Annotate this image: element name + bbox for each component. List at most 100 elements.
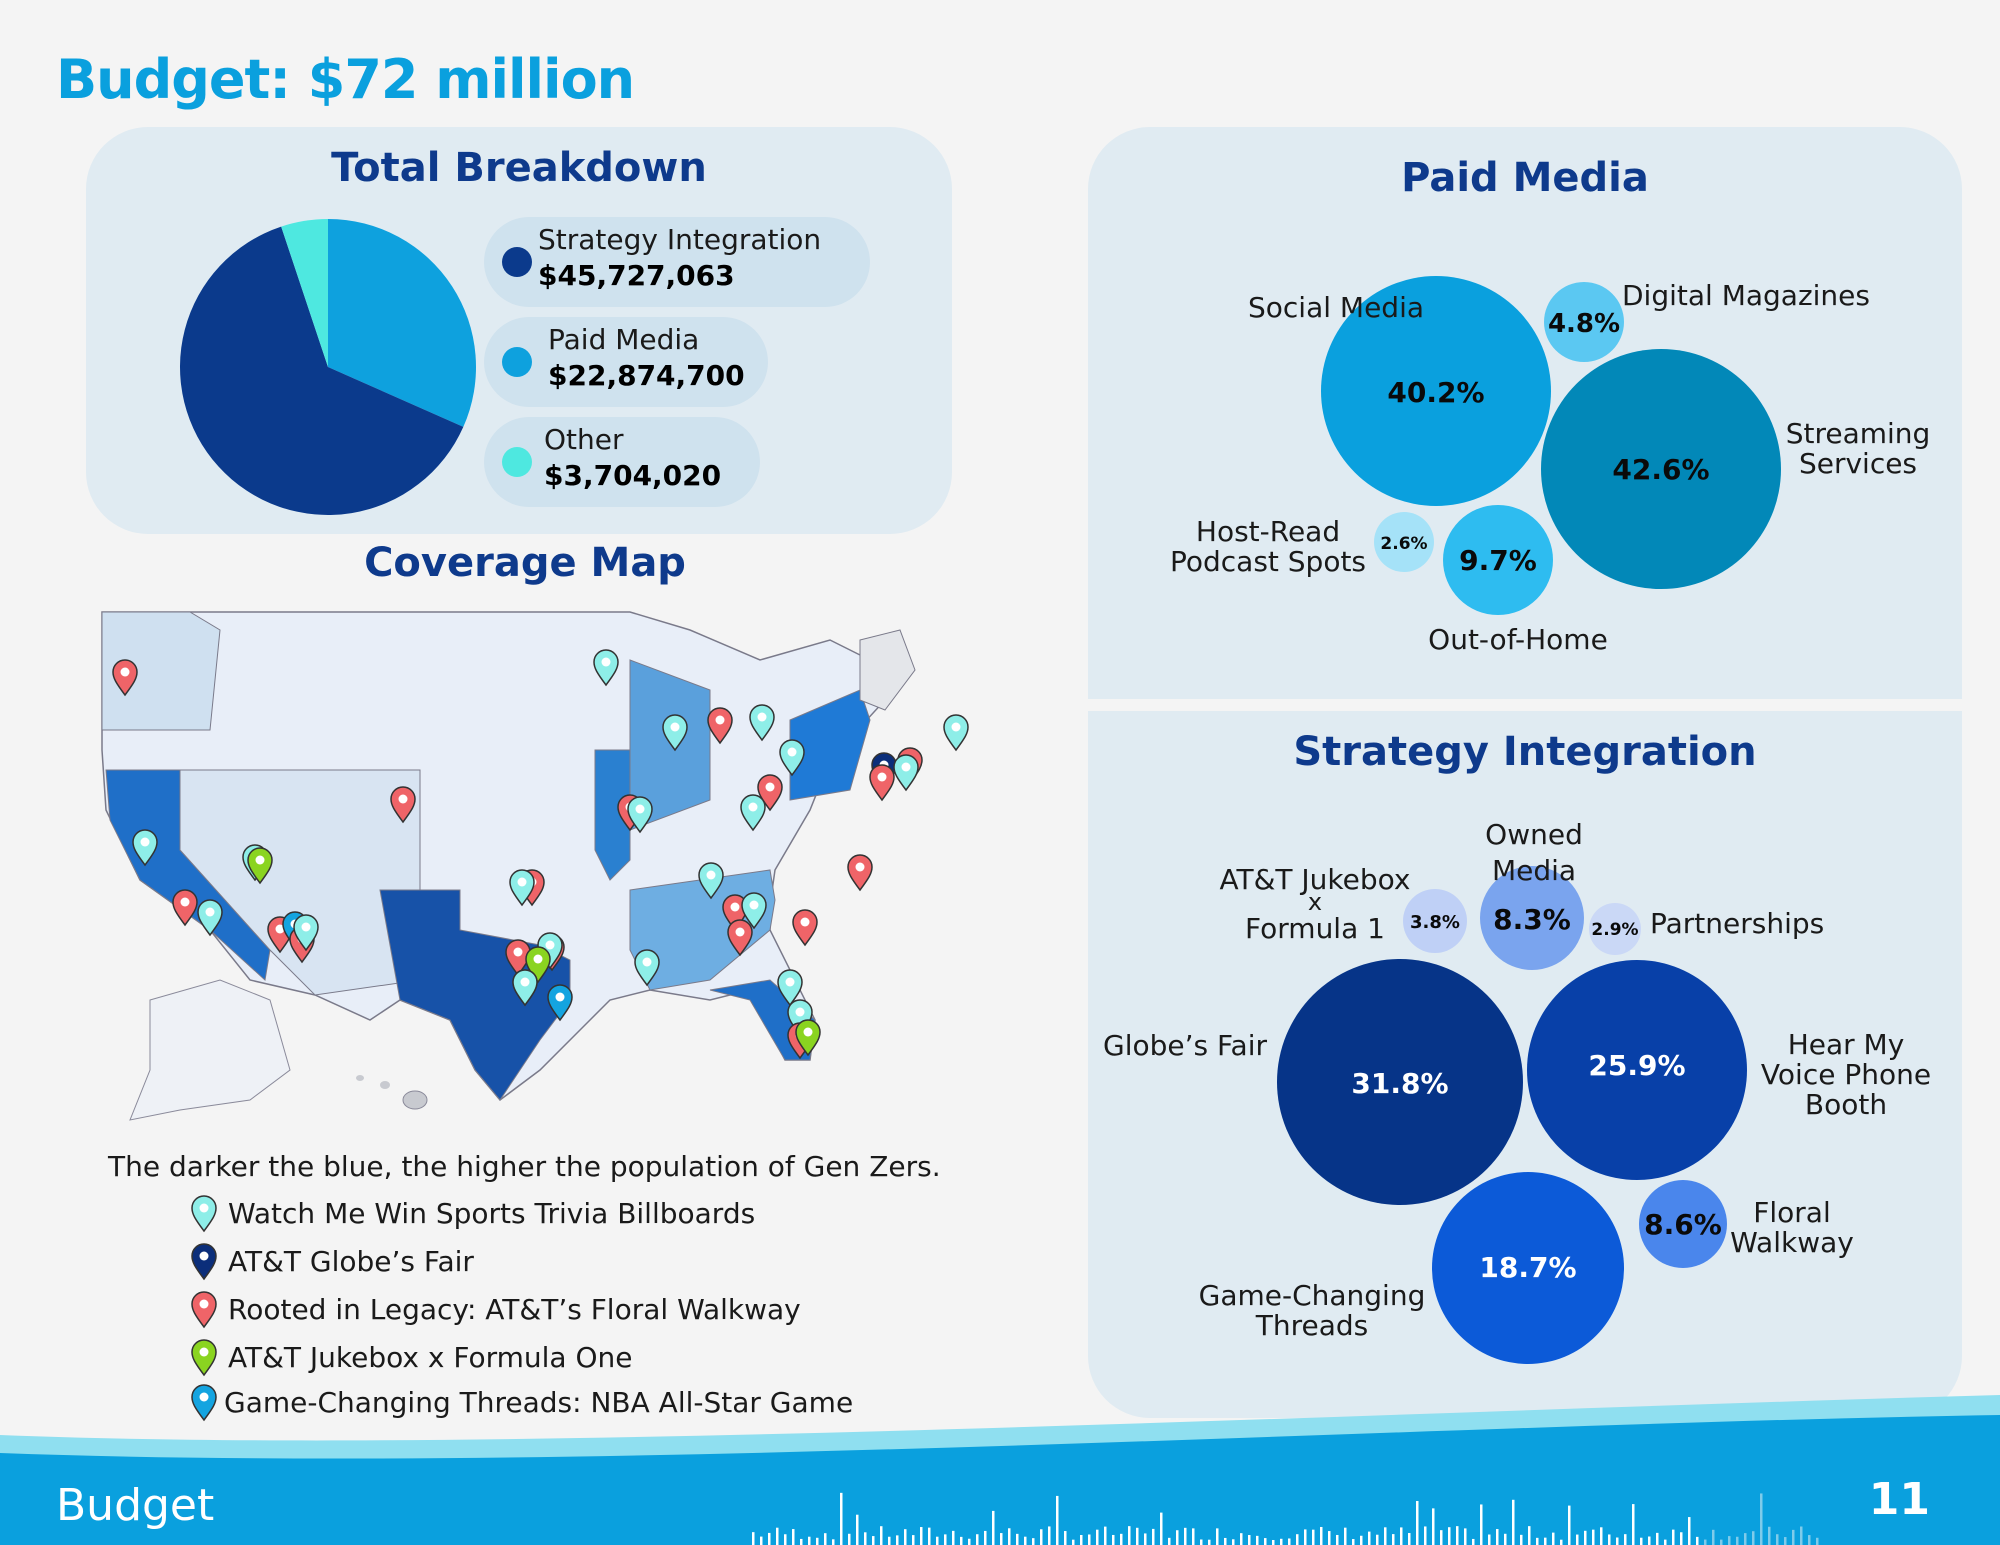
map-pin-floral-walkway[interactable] <box>792 909 818 946</box>
legend-other: Other $3,704,020 <box>484 417 760 507</box>
soundwave-bar <box>904 1529 907 1545</box>
soundwave-bar <box>1696 1536 1699 1545</box>
bubble-label: Threads <box>1255 1309 1369 1342</box>
region-illinois <box>594 749 631 881</box>
pie-slice-paid-media <box>328 219 476 427</box>
soundwave-bar <box>1160 1512 1163 1545</box>
soundwave-bar <box>1040 1529 1043 1545</box>
soundwave-bar <box>1368 1531 1371 1545</box>
bubble-label: Streaming <box>1786 417 1931 450</box>
soundwave-bar <box>1544 1537 1547 1545</box>
soundwave-bar <box>1208 1539 1211 1545</box>
bubble-pct: 3.8% <box>1410 912 1460 933</box>
soundwave-bar <box>1672 1529 1675 1545</box>
map-pin-sports-trivia[interactable] <box>893 754 919 791</box>
bubble-label: Globe’s Fair <box>1103 1029 1267 1062</box>
legend-label: Paid Media <box>548 323 700 356</box>
soundwave-bar <box>1728 1536 1731 1545</box>
soundwave-bar <box>1264 1538 1267 1545</box>
soundwave-bar <box>1600 1527 1603 1545</box>
map-pin-floral-walkway[interactable] <box>869 764 895 801</box>
bubble-pct: 2.6% <box>1380 534 1427 554</box>
bubble-label: Out-of-Home <box>1428 623 1608 656</box>
bubble-label: x <box>1308 888 1322 916</box>
soundwave-bar <box>1128 1526 1131 1545</box>
soundwave-bar <box>1752 1531 1755 1545</box>
coverage-map-title: Coverage Map <box>364 540 686 586</box>
footer-wave-main <box>0 1415 2000 1545</box>
map-pin-sports-trivia[interactable] <box>943 714 969 751</box>
soundwave-bar <box>1744 1533 1747 1545</box>
soundwave-bar <box>1464 1528 1467 1545</box>
strategy-integration-bubble-chart: 8.3% Owned Media 3.8% AT&T Jukebox x For… <box>1103 818 1931 1364</box>
bubble-label: Media <box>1492 854 1576 887</box>
bubble-label: Game-Changing <box>1199 1279 1426 1312</box>
soundwave-bar <box>848 1533 851 1545</box>
legend-dot <box>502 447 532 477</box>
soundwave-bar <box>1096 1529 1099 1545</box>
soundwave-bar <box>1608 1534 1611 1545</box>
soundwave-bar <box>1256 1535 1259 1545</box>
legend-paid-media: Paid Media $22,874,700 <box>484 317 768 407</box>
soundwave-bar <box>1504 1533 1507 1545</box>
footer-section-title: Budget <box>56 1480 215 1531</box>
bubble-hear-my-voice <box>1527 960 1747 1180</box>
soundwave-bar <box>960 1536 963 1545</box>
bubble-label: Walkway <box>1730 1226 1854 1259</box>
soundwave-bar <box>1144 1533 1147 1545</box>
legend-label: AT&T Globe’s Fair <box>228 1245 474 1278</box>
soundwave-bar <box>1688 1517 1691 1545</box>
paid-media-panel: Paid Media 40.2% Social Media 4.8% Digit… <box>1088 127 1962 699</box>
soundwave-bar <box>1648 1536 1651 1545</box>
soundwave-bar <box>776 1527 779 1545</box>
soundwave-bar <box>1328 1531 1331 1545</box>
soundwave-bar <box>1016 1533 1019 1545</box>
soundwave-bar <box>1200 1539 1203 1545</box>
total-breakdown-title: Total Breakdown <box>331 145 707 191</box>
soundwave-bar <box>1424 1526 1427 1545</box>
map-pin-floral-walkway[interactable] <box>172 889 198 926</box>
paid-media-bubble-chart: 40.2% Social Media 4.8% Digital Magazine… <box>1170 276 1931 656</box>
legend-label: Other <box>544 423 624 456</box>
soundwave-bar <box>1768 1526 1771 1545</box>
soundwave-bar <box>1664 1539 1667 1545</box>
map-pin-icon <box>191 1291 217 1328</box>
bubble-pct: 31.8% <box>1351 1067 1448 1100</box>
soundwave-bar <box>1392 1534 1395 1545</box>
bubble-label: Services <box>1799 447 1917 480</box>
legend-label: Game-Changing Threads: NBA All-Star Game <box>224 1386 854 1419</box>
soundwave-bar <box>888 1536 891 1545</box>
soundwave-bar <box>1304 1529 1307 1545</box>
bubble-label: Podcast Spots <box>1170 545 1366 578</box>
strategy-integration-panel: Strategy Integration 8.3% Owned Media 3.… <box>1088 711 1962 1418</box>
soundwave-bar <box>992 1510 995 1545</box>
soundwave-bar <box>928 1527 931 1545</box>
soundwave-bar <box>912 1535 915 1545</box>
legend-label: Strategy Integration <box>538 223 822 256</box>
map-pin-floral-walkway[interactable] <box>847 854 873 891</box>
region-southwest <box>179 769 421 996</box>
bubble-label: Floral <box>1753 1196 1830 1229</box>
soundwave-bar <box>752 1532 755 1545</box>
soundwave-bar <box>1064 1531 1067 1545</box>
soundwave-bar <box>1808 1535 1811 1545</box>
soundwave-bar <box>1704 1539 1707 1545</box>
soundwave-bar <box>808 1536 811 1545</box>
soundwave-bar <box>1552 1532 1555 1545</box>
soundwave-bar <box>1592 1529 1595 1545</box>
soundwave-bar <box>1760 1493 1763 1545</box>
soundwave-bar <box>1168 1537 1171 1545</box>
soundwave-bar <box>1480 1504 1483 1545</box>
soundwave-bar <box>1104 1526 1107 1545</box>
soundwave-bar <box>1280 1538 1283 1545</box>
soundwave-bar <box>936 1536 939 1545</box>
bubble-label: Host-Read <box>1196 515 1340 548</box>
soundwave-bar <box>1616 1537 1619 1545</box>
footer-wave <box>0 1395 2000 1545</box>
soundwave-bar <box>1216 1528 1219 1545</box>
soundwave-bar <box>1488 1534 1491 1545</box>
legend-value: $22,874,700 <box>548 359 745 392</box>
legend-value: $3,704,020 <box>544 459 722 492</box>
bubble-pct: 18.7% <box>1479 1251 1576 1284</box>
soundwave-bar <box>1024 1536 1027 1545</box>
